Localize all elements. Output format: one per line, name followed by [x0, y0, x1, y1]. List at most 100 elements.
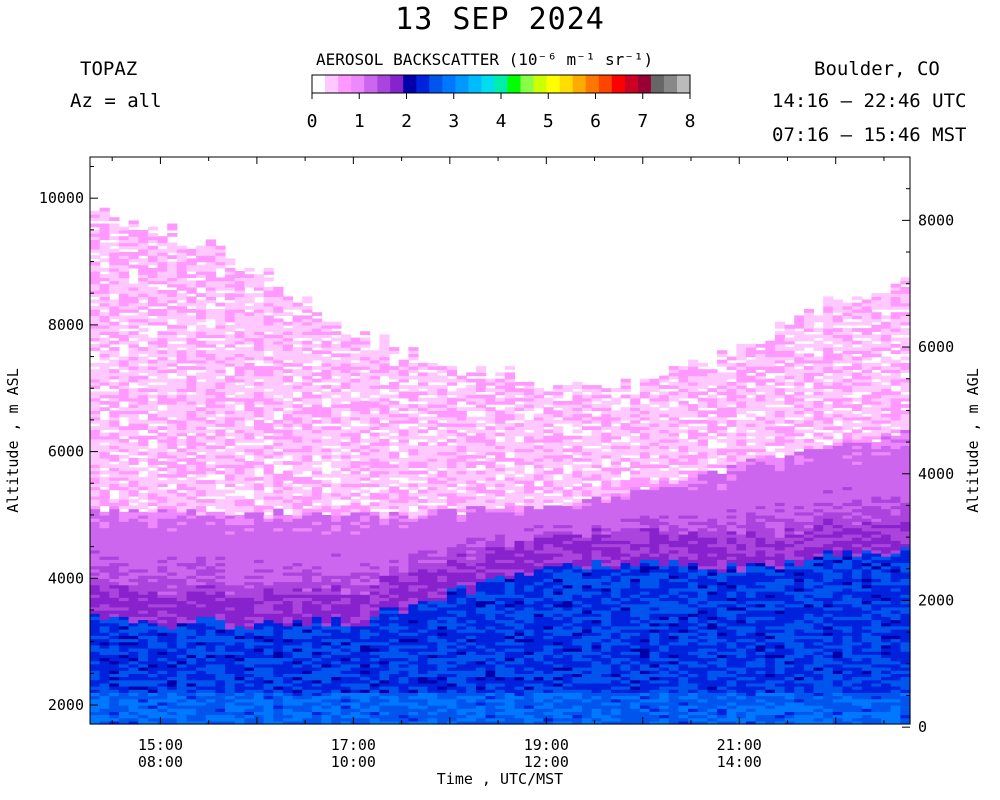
heatmap-cell [273, 347, 284, 351]
heatmap-cell [254, 705, 265, 709]
heatmap-cell [340, 648, 351, 652]
heatmap-cell [321, 514, 332, 519]
heatmap-cell [331, 651, 342, 655]
heatmap-cell [369, 698, 380, 703]
heatmap-cell [273, 635, 284, 640]
heatmap-cell [331, 695, 342, 700]
heatmap-cell [321, 638, 332, 643]
heatmap-cell [118, 714, 130, 719]
heatmap-cell [340, 663, 351, 668]
heatmap-cell [147, 489, 159, 494]
heatmap-cell [369, 686, 380, 690]
heatmap-cell [302, 366, 313, 370]
heatmap-cell [331, 533, 342, 538]
heatmap-cell [176, 302, 187, 307]
heatmap-cell [340, 457, 351, 462]
heatmap-cell [157, 714, 168, 719]
heatmap-cell [244, 337, 255, 342]
heatmap-cell [90, 667, 101, 671]
heatmap-cell [360, 489, 371, 494]
heatmap-cell [282, 413, 294, 418]
heatmap-cell [157, 667, 168, 671]
heatmap-cell [109, 629, 120, 633]
heatmap-cell [466, 546, 477, 551]
heatmap-cell [408, 689, 419, 693]
heatmap-cell [128, 410, 139, 415]
heatmap-cell [321, 556, 332, 560]
heatmap-cell [99, 648, 110, 652]
heatmap-cell [273, 578, 284, 583]
heatmap-cell [176, 606, 187, 611]
heatmap-cell [331, 508, 342, 513]
heatmap-cell [118, 660, 130, 665]
heatmap-cell [205, 701, 216, 706]
heatmap-cell [176, 549, 187, 554]
heatmap-cell [340, 381, 351, 386]
heatmap-cell [408, 476, 419, 481]
heatmap-cell [263, 575, 274, 579]
heatmap-cell [360, 651, 371, 655]
heatmap-cell [389, 714, 400, 719]
heatmap-cell [456, 720, 467, 725]
heatmap-cell [282, 521, 294, 526]
heatmap-cell [263, 616, 274, 621]
heatmap-cell [167, 701, 178, 706]
heatmap-cell [157, 641, 168, 646]
heatmap-cell [128, 657, 139, 662]
heatmap-cell [292, 622, 303, 627]
heatmap-cell [90, 572, 101, 576]
heatmap-cell [196, 708, 207, 712]
heatmap-cell [408, 426, 419, 430]
heatmap-cell [379, 337, 390, 342]
heatmap-cell [321, 394, 332, 399]
heatmap-cell [176, 255, 187, 259]
heatmap-cell [282, 533, 294, 538]
heatmap-cell [446, 622, 458, 627]
heatmap-cell [418, 616, 429, 621]
heatmap-cell [263, 663, 274, 668]
heatmap-cell [147, 495, 159, 500]
heatmap-cell [331, 492, 342, 497]
heatmap-cell [167, 527, 178, 532]
heatmap-cell [475, 461, 487, 465]
heatmap-cell [128, 622, 139, 627]
heatmap-cell [379, 689, 390, 693]
heatmap-cell [99, 603, 110, 608]
heatmap-cell [138, 606, 149, 611]
heatmap-cell [379, 502, 390, 507]
heatmap-cell [167, 572, 178, 576]
heatmap-cell [263, 622, 274, 627]
heatmap-cell [456, 698, 467, 703]
heatmap-cell [99, 625, 110, 630]
heatmap-cell [147, 556, 159, 560]
heatmap-cell [292, 461, 303, 465]
heatmap-cell [109, 457, 120, 462]
heatmap-cell [90, 400, 101, 405]
heatmap-cell [147, 689, 159, 693]
heatmap-cell [147, 464, 159, 469]
heatmap-cell [118, 622, 130, 627]
heatmap-cell [389, 720, 400, 725]
heatmap-cell [475, 572, 487, 576]
heatmap-cell [369, 385, 380, 389]
heatmap-cell [99, 514, 110, 519]
heatmap-cell [176, 657, 187, 662]
heatmap-cell [292, 470, 303, 475]
heatmap-cell [282, 632, 294, 636]
heatmap-cell [205, 480, 216, 484]
heatmap-cell [128, 448, 139, 453]
heatmap-cell [118, 309, 130, 313]
heatmap-cell [340, 537, 351, 541]
heatmap-cell [176, 385, 187, 389]
heatmap-cell [398, 610, 409, 614]
heatmap-cell [273, 318, 284, 323]
heatmap-cell [90, 720, 101, 725]
heatmap-cell [167, 597, 178, 602]
heatmap-cell [167, 616, 178, 621]
heatmap-cell [99, 293, 110, 297]
heatmap-cell [311, 461, 323, 465]
heatmap-cell [350, 559, 361, 564]
heatmap-cell [408, 375, 419, 380]
heatmap-cell [331, 610, 342, 614]
heatmap-cell [446, 366, 458, 370]
